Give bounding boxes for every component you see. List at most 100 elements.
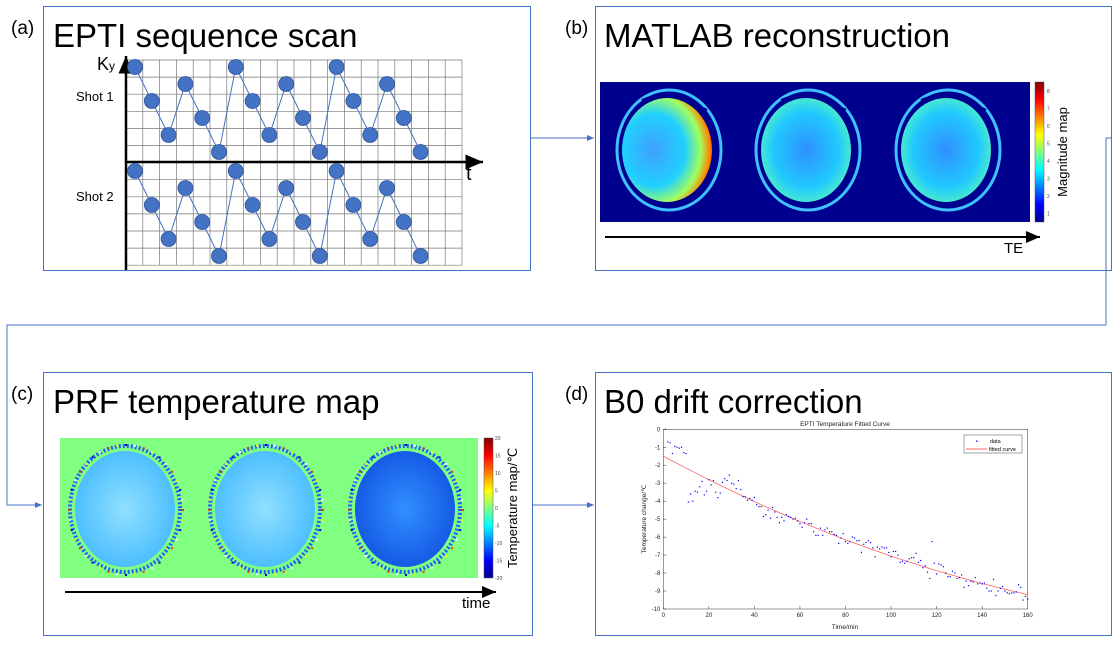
data-point bbox=[808, 523, 810, 525]
data-point bbox=[731, 482, 733, 484]
data-point bbox=[817, 534, 819, 536]
data-point bbox=[865, 541, 867, 544]
sample-point bbox=[311, 248, 328, 264]
data-point bbox=[908, 558, 910, 560]
sample-point bbox=[362, 231, 379, 247]
noise-pixel bbox=[282, 570, 285, 573]
brain-region bbox=[901, 98, 991, 202]
noise-pixel bbox=[68, 498, 71, 501]
noise-pixel bbox=[210, 488, 213, 491]
data-point bbox=[981, 583, 983, 585]
noise-pixel bbox=[350, 488, 353, 491]
data-point bbox=[710, 484, 712, 486]
data-point bbox=[735, 488, 737, 490]
noise-pixel bbox=[125, 574, 127, 576]
data-point bbox=[819, 527, 822, 529]
noise-pixel bbox=[321, 519, 324, 522]
data-point bbox=[792, 518, 794, 520]
data-point bbox=[863, 543, 865, 545]
noise-pixel bbox=[84, 554, 87, 557]
sample-point bbox=[345, 197, 362, 213]
data-point bbox=[915, 552, 917, 554]
data-point bbox=[778, 522, 781, 524]
noise-pixel bbox=[231, 456, 234, 459]
noise-pixel bbox=[371, 561, 374, 564]
data-point bbox=[947, 576, 949, 578]
data-point bbox=[924, 565, 926, 567]
data-point bbox=[881, 546, 883, 548]
colorbar-tick: 10 bbox=[495, 471, 501, 477]
temperature-slice-3 bbox=[348, 444, 464, 576]
data-point bbox=[744, 496, 746, 498]
data-point bbox=[799, 523, 801, 525]
noise-pixel bbox=[451, 470, 454, 473]
data-point bbox=[926, 571, 929, 573]
data-point bbox=[988, 590, 990, 592]
data-point bbox=[906, 560, 908, 562]
data-point bbox=[760, 505, 762, 508]
colorbar-tick: 8 bbox=[1047, 89, 1050, 95]
sample-point bbox=[278, 76, 295, 92]
noise-pixel bbox=[158, 561, 161, 564]
noise-pixel bbox=[224, 554, 227, 557]
noise-pixel bbox=[348, 498, 351, 501]
noise-pixel bbox=[125, 444, 127, 446]
data-point bbox=[933, 562, 935, 564]
data-point bbox=[787, 515, 790, 518]
data-point bbox=[785, 514, 787, 516]
sulcus bbox=[780, 94, 847, 111]
y-tick-label: -3 bbox=[655, 481, 661, 487]
noise-pixel bbox=[239, 451, 242, 454]
data-point bbox=[910, 557, 913, 559]
noise-pixel bbox=[74, 538, 77, 541]
t-axis-label: t bbox=[466, 163, 472, 185]
chart-legend: data fitted curve bbox=[963, 434, 1023, 454]
data-point bbox=[699, 486, 701, 488]
x-tick-label: 100 bbox=[886, 613, 897, 619]
data-point bbox=[963, 586, 965, 589]
data-point bbox=[776, 516, 778, 518]
data-point bbox=[851, 536, 853, 538]
data-point bbox=[1027, 598, 1029, 600]
sample-point bbox=[177, 76, 194, 92]
panel-d-label: (d) bbox=[565, 384, 588, 405]
magnitude-slice-2 bbox=[754, 88, 862, 212]
noise-pixel bbox=[315, 538, 318, 541]
colorbar-tick: -10 bbox=[495, 541, 502, 547]
noise-pixel bbox=[413, 444, 416, 447]
data-point bbox=[997, 590, 999, 592]
noise-pixel bbox=[91, 456, 94, 459]
data-point bbox=[892, 550, 894, 553]
noise-pixel bbox=[265, 574, 267, 576]
noise-pixel bbox=[445, 463, 448, 466]
x-tick-label: 40 bbox=[751, 613, 758, 619]
y-tick-label: -5 bbox=[655, 517, 661, 523]
temperature-slice-2 bbox=[208, 444, 324, 576]
magnitude-slice-1 bbox=[615, 88, 723, 212]
data-point bbox=[696, 491, 699, 493]
data-point bbox=[999, 587, 1001, 589]
noise-pixel bbox=[224, 463, 227, 466]
noise-pixel bbox=[171, 470, 174, 473]
sulcus bbox=[641, 94, 708, 111]
noise-pixel bbox=[321, 498, 324, 501]
noise-pixel bbox=[305, 463, 308, 466]
data-point bbox=[847, 542, 849, 545]
sample-point bbox=[412, 144, 429, 160]
data-point bbox=[756, 504, 758, 506]
noise-pixel bbox=[319, 529, 322, 532]
data-point bbox=[746, 499, 749, 501]
noise-pixel bbox=[142, 447, 145, 450]
sample-point bbox=[227, 163, 244, 179]
sample-point bbox=[345, 93, 362, 109]
data-point bbox=[958, 576, 960, 579]
sample-point bbox=[328, 59, 345, 75]
y-tick-label: -2 bbox=[655, 463, 661, 469]
skull-ring bbox=[754, 88, 862, 212]
data-point bbox=[860, 551, 863, 553]
data-point bbox=[740, 488, 742, 491]
sample-point bbox=[362, 127, 379, 143]
data-point bbox=[685, 452, 687, 455]
data-point bbox=[765, 514, 767, 516]
data-point bbox=[951, 570, 954, 572]
